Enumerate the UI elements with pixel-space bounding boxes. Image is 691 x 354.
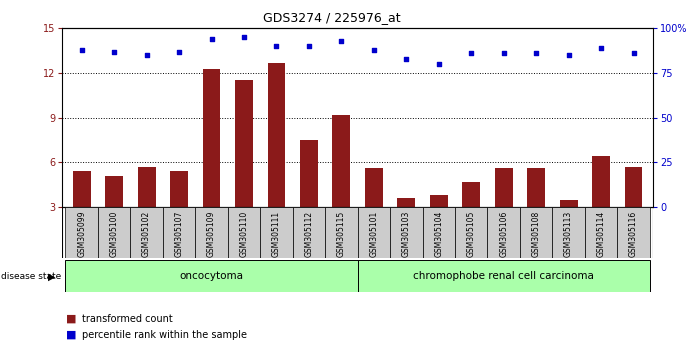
Text: percentile rank within the sample: percentile rank within the sample	[82, 330, 247, 339]
Point	[271, 44, 282, 49]
Text: GDS3274 / 225976_at: GDS3274 / 225976_at	[263, 11, 401, 24]
Text: GSM305112: GSM305112	[305, 211, 314, 257]
Text: ■: ■	[66, 314, 76, 324]
Bar	[332, 115, 350, 207]
Bar	[202, 69, 220, 207]
Bar	[196, 207, 228, 258]
Bar	[487, 207, 520, 258]
Point	[141, 52, 152, 58]
Point	[238, 34, 249, 40]
Point	[401, 56, 412, 62]
Text: disease state: disease state	[1, 272, 61, 281]
Bar	[520, 207, 552, 258]
Bar	[365, 169, 383, 207]
Point	[206, 36, 217, 42]
Bar	[163, 207, 196, 258]
Bar	[625, 167, 643, 207]
Bar	[66, 260, 358, 292]
Bar	[495, 169, 513, 207]
Text: oncocytoma: oncocytoma	[180, 271, 243, 281]
Text: GSM305116: GSM305116	[629, 211, 638, 257]
Text: GSM305101: GSM305101	[369, 211, 379, 257]
Bar	[560, 200, 578, 207]
Bar	[73, 171, 91, 207]
Bar	[105, 176, 123, 207]
Text: GSM305102: GSM305102	[142, 211, 151, 257]
Text: transformed count: transformed count	[82, 314, 172, 324]
Text: GSM305113: GSM305113	[564, 211, 573, 257]
Bar	[592, 156, 610, 207]
Text: GSM305107: GSM305107	[175, 211, 184, 257]
Point	[466, 51, 477, 56]
Point	[303, 44, 314, 49]
Text: GSM305108: GSM305108	[531, 211, 540, 257]
Bar	[261, 207, 293, 258]
Bar	[430, 195, 448, 207]
Text: GSM305104: GSM305104	[434, 211, 443, 257]
Bar	[455, 207, 487, 258]
Bar	[293, 207, 325, 258]
Bar	[131, 207, 163, 258]
Bar	[617, 207, 650, 258]
Bar	[358, 260, 650, 292]
Bar	[358, 207, 390, 258]
Bar	[138, 167, 155, 207]
Bar	[267, 63, 285, 207]
Bar	[527, 169, 545, 207]
Text: GSM305099: GSM305099	[77, 211, 86, 257]
Point	[531, 51, 542, 56]
Bar	[66, 207, 98, 258]
Text: GSM305110: GSM305110	[240, 211, 249, 257]
Text: GSM305114: GSM305114	[596, 211, 605, 257]
Point	[596, 45, 607, 51]
Bar	[300, 140, 318, 207]
Text: GSM305111: GSM305111	[272, 211, 281, 257]
Point	[336, 38, 347, 44]
Bar	[390, 207, 422, 258]
Bar	[585, 207, 617, 258]
Bar	[552, 207, 585, 258]
Bar	[170, 171, 188, 207]
Point	[628, 51, 639, 56]
Text: GSM305106: GSM305106	[499, 211, 508, 257]
Point	[173, 49, 184, 55]
Text: ▶: ▶	[48, 272, 55, 282]
Text: chromophobe renal cell carcinoma: chromophobe renal cell carcinoma	[413, 271, 594, 281]
Bar	[422, 207, 455, 258]
Point	[433, 61, 444, 67]
Bar	[325, 207, 358, 258]
Point	[108, 49, 120, 55]
Bar	[235, 80, 253, 207]
Bar	[98, 207, 131, 258]
Bar	[462, 182, 480, 207]
Point	[498, 51, 509, 56]
Bar	[397, 198, 415, 207]
Point	[76, 47, 87, 53]
Text: GSM305100: GSM305100	[110, 211, 119, 257]
Point	[563, 52, 574, 58]
Bar	[228, 207, 261, 258]
Text: GSM305105: GSM305105	[466, 211, 475, 257]
Text: GSM305115: GSM305115	[337, 211, 346, 257]
Text: ■: ■	[66, 330, 76, 339]
Text: GSM305103: GSM305103	[401, 211, 410, 257]
Point	[368, 47, 379, 53]
Text: GSM305109: GSM305109	[207, 211, 216, 257]
